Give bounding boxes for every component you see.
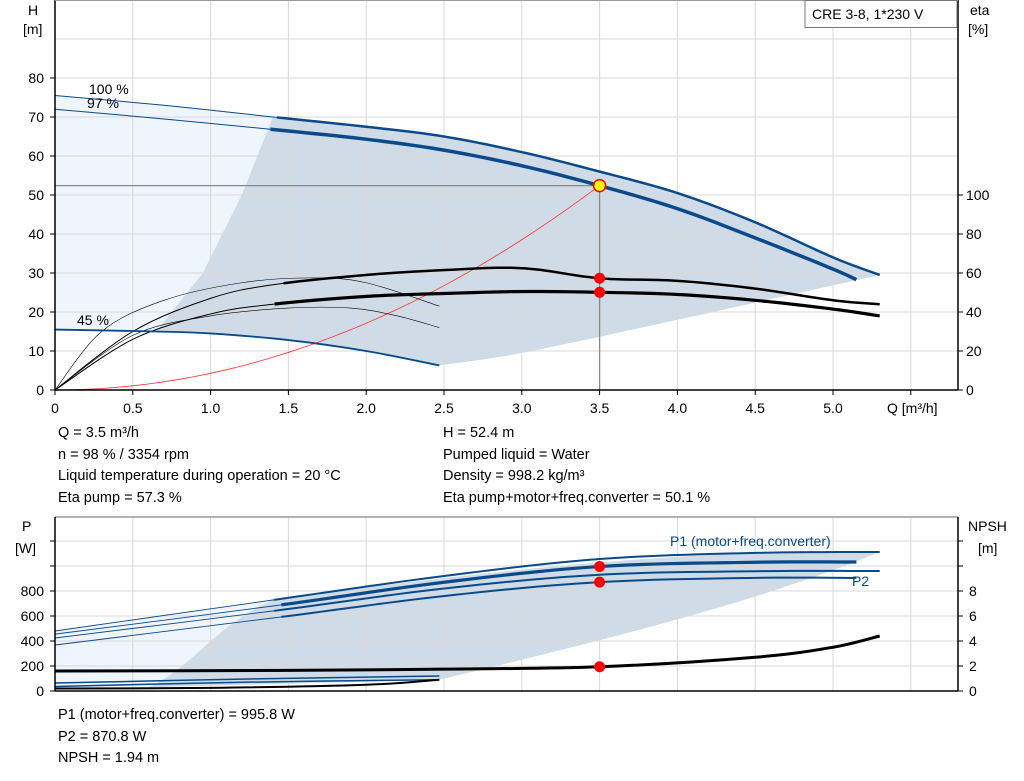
- x-tick-label: 2.5: [434, 400, 454, 416]
- info-temp: Liquid temperature during operation = 20…: [58, 468, 341, 484]
- npsh-tick-label: 2: [969, 658, 977, 674]
- power-curve-thick: [281, 560, 857, 607]
- eta-curve-thin: [54, 277, 440, 391]
- head-curve-thick: [270, 127, 858, 282]
- eta-axis-unit: [%]: [968, 21, 988, 37]
- y-tick-label: 30: [28, 265, 44, 281]
- y-axis-unit: [m]: [23, 21, 42, 37]
- x-tick-label: 5.0: [823, 400, 843, 416]
- y-tick-label: 0: [36, 683, 44, 699]
- region-light: [55, 600, 273, 688]
- y-tick-label: 50: [28, 187, 44, 203]
- info-n: n = 98 % / 3354 rpm: [58, 446, 189, 463]
- info-bottom: P1 (motor+freq.converter) = 995.8 W P2 =…: [58, 705, 295, 770]
- eta-total-point: [594, 286, 606, 298]
- y-tick-label: 600: [21, 608, 45, 624]
- y-tick-label: 200: [21, 658, 45, 674]
- npsh-axis-unit: [m]: [978, 540, 997, 556]
- x-tick-label: 1.5: [279, 400, 299, 416]
- head-curve-thick: [276, 116, 881, 277]
- x-tick-label: 0: [51, 400, 59, 416]
- y-tick-label: 80: [28, 70, 44, 86]
- power-curve: [54, 675, 440, 684]
- x-tick-label: 4.5: [745, 400, 765, 416]
- x-tick-label: 4.0: [668, 400, 688, 416]
- eta-curve: [283, 266, 880, 306]
- y-tick-label: 800: [21, 583, 45, 599]
- npsh-axis-label: NPSH: [968, 518, 1007, 534]
- npsh-point: [594, 661, 606, 673]
- info-h: H = 52.4 m: [443, 425, 515, 441]
- pump-title: CRE 3-8, 1*230 V: [812, 6, 924, 22]
- npsh-curve: [54, 634, 881, 673]
- info-eta-total: Eta pump+motor+freq.converter = 50.1 %: [443, 489, 711, 506]
- npsh-tick-label: 0: [969, 683, 977, 699]
- eta-pump-point: [594, 272, 606, 284]
- x-axis-label: Q [m³/h]: [887, 400, 938, 416]
- head-chart: 100 %97 % 45 % 0 0.5 1.0 1.5 2.0 2.5 3.0 3.5 4.0 4.…: [23, 0, 990, 416]
- system-curve: [54, 185, 600, 391]
- curve-label: 100 %: [89, 81, 129, 97]
- power-curve-thick: [274, 569, 880, 612]
- eta-tick-label: 0: [966, 382, 974, 398]
- info-q: Q = 3.5 m³/h: [58, 425, 139, 441]
- info-npsh: NPSH = 1.94 m: [58, 750, 160, 766]
- power-curve-thick: [273, 551, 880, 601]
- operating-point: [592, 178, 607, 193]
- power-curve: [54, 679, 440, 688]
- x-tick-label: 0.5: [123, 400, 143, 416]
- eta-tick-label: 60: [966, 265, 982, 281]
- eta-tick-label: 80: [966, 226, 982, 242]
- y-axis-label: H: [28, 2, 38, 18]
- x-tick-label: 2.0: [356, 400, 376, 416]
- info-density: Density = 998.2 kg/m³: [443, 468, 585, 484]
- p2-label: P2: [852, 573, 869, 589]
- info-eta-pump: Eta pump = 57.3 %: [58, 489, 182, 506]
- p2-point: [594, 576, 606, 588]
- power-chart: P1 (motor+freq.converter)P20200400600800…: [15, 516, 1007, 699]
- y-tick-label: 0: [36, 382, 44, 398]
- p-axis-label: P: [22, 518, 31, 534]
- y-tick-label: 40: [28, 226, 44, 242]
- y-tick-label: 400: [21, 633, 45, 649]
- p1-point: [594, 561, 606, 573]
- x-tick-label: 3.0: [512, 400, 532, 416]
- npsh-tick-label: 8: [969, 583, 977, 599]
- region-dark: [148, 552, 880, 688]
- legend-box: CRE 3-8, 1*230 V: [804, 0, 958, 28]
- head-curve-2: [54, 328, 440, 367]
- x-tick-label: 3.5: [590, 400, 610, 416]
- eta-curve-thin: [54, 306, 440, 391]
- eta-tick-label: 20: [966, 343, 982, 359]
- npsh-tick-label: 4: [969, 633, 977, 649]
- y-tick-label: 60: [28, 148, 44, 164]
- region-dark: [156, 117, 880, 366]
- info-p1: P1 (motor+freq.converter) = 995.8 W: [58, 707, 295, 723]
- eta-curve: [274, 289, 880, 318]
- p-axis-unit: [W]: [15, 540, 36, 556]
- npsh-curve: [54, 678, 440, 690]
- npsh-tick-label: 6: [969, 608, 977, 624]
- curve-label: 45 %: [77, 312, 109, 328]
- y-tick-label: 10: [28, 343, 44, 359]
- x-tick-label: 1.0: [201, 400, 221, 416]
- power-curve-thick: [281, 576, 857, 618]
- y-tick-label: 70: [28, 109, 44, 125]
- eta-axis-label: eta: [970, 2, 990, 18]
- y-tick-label: 20: [28, 304, 44, 320]
- info-right: H = 52.4 m Pumped liquid = Water Density…: [443, 423, 710, 509]
- info-p2: P2 = 870.8 W: [58, 728, 147, 745]
- p1-label: P1 (motor+freq.converter): [670, 533, 831, 549]
- curve-label: 97 %: [87, 95, 119, 111]
- eta-tick-label: 40: [966, 304, 982, 320]
- eta-tick-label: 100: [966, 187, 990, 203]
- info-left: Q = 3.5 m³/h n = 98 % / 3354 rpm Liquid …: [58, 423, 341, 509]
- info-liquid: Pumped liquid = Water: [443, 446, 590, 463]
